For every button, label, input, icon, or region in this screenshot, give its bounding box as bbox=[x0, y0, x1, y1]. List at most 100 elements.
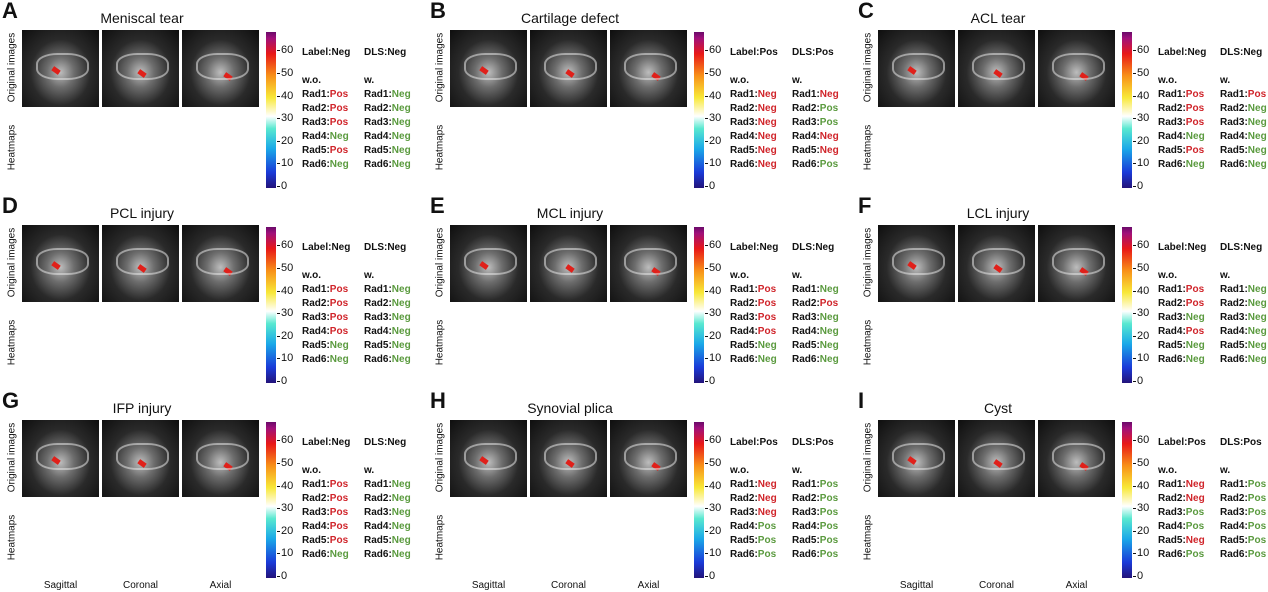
red-arrow-marker bbox=[51, 66, 61, 75]
original-image-sagittal bbox=[22, 30, 99, 107]
radiologist-rating-without-dls: Rad3:Neg bbox=[1158, 311, 1205, 325]
rating-value: Pos bbox=[329, 103, 349, 114]
red-arrow-marker bbox=[993, 459, 1003, 468]
radiologist-name: Rad6: bbox=[1158, 549, 1186, 560]
red-arrow-marker bbox=[137, 459, 147, 468]
panel-title: Meniscal tear bbox=[100, 10, 184, 26]
colorbar bbox=[694, 32, 704, 188]
radiologist-name: Rad4: bbox=[364, 521, 392, 532]
radiologist-rating-with-dls: Rad2:Neg bbox=[1220, 102, 1267, 116]
ground-truth-label: Label:Pos bbox=[730, 47, 778, 58]
radiologist-rating-without-dls: Rad1:Pos bbox=[302, 283, 348, 297]
radiologist-rating-without-dls: Rad3:Pos bbox=[730, 311, 776, 325]
radiologist-rating-with-dls: Rad2:Pos bbox=[792, 102, 838, 116]
rating-value: Neg bbox=[1247, 340, 1267, 351]
rating-value: Neg bbox=[757, 103, 777, 114]
colorbar-tick: 20 bbox=[704, 524, 722, 537]
rating-value: Neg bbox=[1247, 312, 1267, 323]
header-with-dls: w. bbox=[792, 465, 803, 476]
red-arrow-marker bbox=[479, 66, 489, 75]
view-label-sagittal: Sagittal bbox=[899, 580, 934, 591]
colorbar-tick: 20 bbox=[1132, 134, 1150, 147]
red-arrow-marker bbox=[907, 456, 917, 465]
view-label-sagittal: Sagittal bbox=[43, 580, 78, 591]
colorbar-tick: 0 bbox=[276, 375, 288, 387]
radiologist-name: Rad1: bbox=[792, 284, 820, 295]
radiologist-rating-with-dls: Rad5:Neg bbox=[364, 534, 411, 548]
dls-prediction: DLS:Neg bbox=[364, 47, 407, 58]
original-image-sagittal bbox=[878, 30, 955, 107]
radiologist-name: Rad1: bbox=[1220, 479, 1248, 490]
red-arrow-marker bbox=[565, 69, 575, 78]
row-label-heatmaps: Heatmaps bbox=[862, 319, 874, 366]
red-arrow-marker bbox=[479, 456, 489, 465]
rating-value: Neg bbox=[391, 479, 411, 490]
radiologist-name: Rad4: bbox=[364, 131, 392, 142]
radiologist-rating-with-dls: Rad4:Neg bbox=[364, 520, 411, 534]
radiologist-rating-with-dls: Rad2:Neg bbox=[1220, 297, 1267, 311]
colorbar-tick: 40 bbox=[1132, 479, 1150, 492]
radiologist-name: Rad4: bbox=[730, 521, 758, 532]
panel-letter: C bbox=[858, 0, 874, 23]
radiologist-rating-without-dls: Rad6:Neg bbox=[730, 353, 777, 367]
panel-letter: D bbox=[2, 193, 18, 218]
header-without-dls: w.o. bbox=[1158, 465, 1178, 476]
view-label-sagittal: Sagittal bbox=[471, 580, 506, 591]
radiologist-name: Rad5: bbox=[302, 535, 330, 546]
view-label-axial: Axial bbox=[209, 580, 232, 591]
radiologist-name: Rad1: bbox=[730, 479, 758, 490]
radiologist-name: Rad5: bbox=[1158, 535, 1186, 546]
rating-value: Neg bbox=[1185, 493, 1205, 504]
radiologist-name: Rad4: bbox=[1220, 326, 1248, 337]
original-image-sagittal bbox=[450, 420, 527, 497]
radiologist-name: Rad1: bbox=[1158, 89, 1186, 100]
radiologist-rating-with-dls: Rad5:Neg bbox=[364, 144, 411, 158]
radiologist-name: Rad6: bbox=[1220, 159, 1248, 170]
panel-c: C ACL tear Original images Heatmaps 0 10 20 30 4… bbox=[856, 0, 1268, 195]
radiologist-name: Rad2: bbox=[1220, 493, 1248, 504]
radiologist-name: Rad2: bbox=[792, 103, 820, 114]
red-arrow-marker bbox=[565, 264, 575, 273]
radiologist-name: Rad2: bbox=[730, 493, 758, 504]
radiologist-rating-without-dls: Rad5:Neg bbox=[1158, 339, 1205, 353]
colorbar-tick: 50 bbox=[704, 67, 722, 79]
ground-truth-label: Label:Neg bbox=[302, 437, 351, 448]
colorbar-tick: 30 bbox=[704, 307, 722, 320]
dls-prediction: DLS:Neg bbox=[364, 437, 407, 448]
radiologist-name: Rad2: bbox=[302, 493, 330, 504]
colorbar-tick: 60 bbox=[704, 239, 722, 252]
red-arrow-marker bbox=[651, 462, 661, 471]
header-with-dls: w. bbox=[364, 75, 375, 86]
radiologist-rating-without-dls: Rad5:Pos bbox=[302, 144, 348, 158]
row-label-heatmaps: Heatmaps bbox=[434, 319, 446, 366]
radiologist-rating-without-dls: Rad6:Pos bbox=[730, 548, 776, 562]
ground-truth-label: Label:Neg bbox=[1158, 47, 1207, 58]
radiologist-rating-without-dls: Rad2:Pos bbox=[302, 297, 348, 311]
rating-value: Neg bbox=[391, 340, 411, 351]
rating-value: Pos bbox=[1185, 549, 1205, 560]
radiologist-name: Rad3: bbox=[730, 117, 758, 128]
view-label-axial: Axial bbox=[637, 580, 660, 591]
rating-value: Pos bbox=[329, 89, 349, 100]
rating-value: Neg bbox=[1185, 159, 1205, 170]
dls-prediction: DLS:Neg bbox=[1220, 47, 1263, 58]
colorbar-tick: 20 bbox=[276, 524, 294, 537]
original-image-coronal bbox=[102, 225, 179, 302]
colorbar-tick: 60 bbox=[1132, 434, 1150, 447]
colorbar-tick: 50 bbox=[1132, 262, 1150, 274]
radiologist-name: Rad6: bbox=[792, 354, 820, 365]
radiologist-rating-with-dls: Rad1:Neg bbox=[792, 88, 839, 102]
rating-value: Pos bbox=[757, 549, 777, 560]
radiologist-rating-with-dls: Rad5:Pos bbox=[1220, 534, 1266, 548]
radiologist-name: Rad4: bbox=[1158, 521, 1186, 532]
radiologist-name: Rad6: bbox=[1220, 354, 1248, 365]
radiologist-name: Rad6: bbox=[1158, 354, 1186, 365]
radiologist-rating-with-dls: Rad6:Neg bbox=[364, 158, 411, 172]
radiologist-rating-without-dls: Rad3:Neg bbox=[730, 116, 777, 130]
radiologist-name: Rad5: bbox=[792, 340, 820, 351]
radiologist-name: Rad3: bbox=[792, 117, 820, 128]
radiologist-rating-without-dls: Rad2:Neg bbox=[730, 102, 777, 116]
row-label-heatmaps: Heatmaps bbox=[434, 514, 446, 561]
view-label-coronal: Coronal bbox=[978, 580, 1015, 591]
radiologist-rating-without-dls: Rad5:Pos bbox=[302, 534, 348, 548]
